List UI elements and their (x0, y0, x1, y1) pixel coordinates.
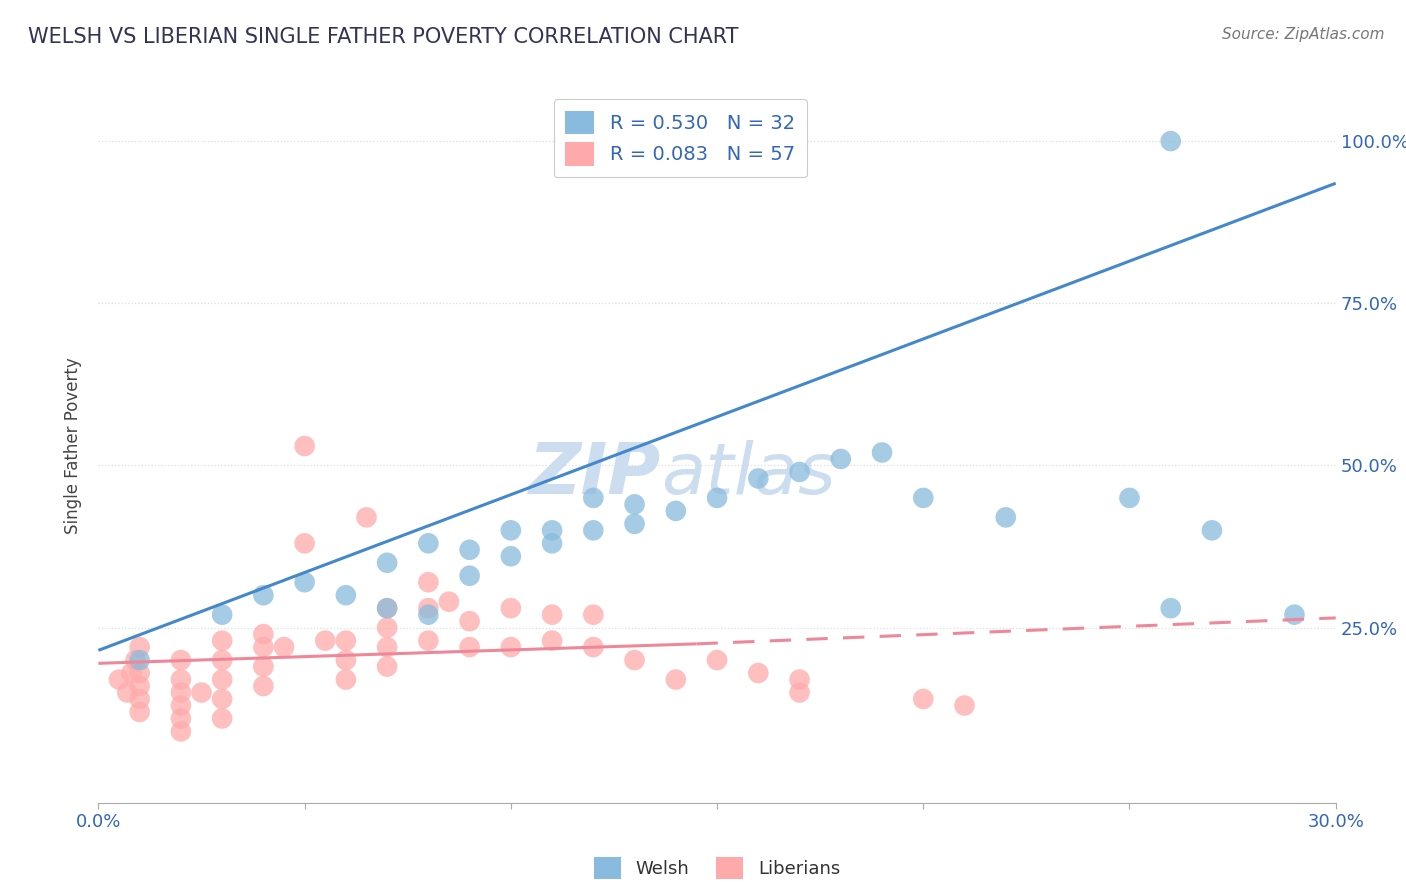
Point (994, 510, 1017, 524)
Point (375, 601, 398, 615)
Point (252, 640, 274, 654)
Point (1284, 607, 1306, 622)
Point (418, 536, 440, 550)
Point (190, 685, 212, 699)
Point (541, 633, 564, 648)
Point (252, 627, 274, 641)
Point (789, 465, 811, 479)
Point (623, 497, 645, 511)
Point (953, 698, 976, 713)
Legend: Welsh, Liberians: Welsh, Liberians (586, 850, 848, 887)
Point (665, 673, 688, 687)
Text: ZIP: ZIP (529, 440, 661, 509)
Point (252, 679, 274, 693)
Point (170, 653, 193, 667)
Point (170, 724, 193, 739)
Point (128, 640, 150, 654)
Point (458, 640, 481, 654)
Point (499, 524, 522, 538)
Point (1201, 524, 1223, 538)
Point (294, 575, 316, 590)
Point (623, 653, 645, 667)
Point (273, 640, 295, 654)
Point (789, 673, 811, 687)
Text: Source: ZipAtlas.com: Source: ZipAtlas.com (1222, 27, 1385, 42)
Point (294, 439, 316, 453)
Point (582, 491, 605, 505)
Point (252, 659, 274, 673)
Point (108, 673, 131, 687)
Point (128, 653, 150, 667)
Text: WELSH VS LIBERIAN SINGLE FATHER POVERTY CORRELATION CHART: WELSH VS LIBERIAN SINGLE FATHER POVERTY … (28, 27, 738, 46)
Point (120, 666, 142, 681)
Point (541, 536, 564, 550)
Point (789, 685, 811, 699)
Point (747, 666, 769, 681)
Point (335, 588, 357, 602)
Point (375, 556, 398, 570)
Point (458, 568, 481, 582)
Point (211, 692, 233, 706)
Point (582, 640, 605, 654)
Point (335, 673, 357, 687)
Point (170, 685, 193, 699)
Point (499, 549, 522, 564)
Point (128, 679, 150, 693)
Point (830, 452, 852, 467)
Point (117, 685, 139, 699)
Point (356, 510, 378, 524)
Point (170, 711, 193, 725)
Point (437, 595, 460, 609)
Point (418, 607, 440, 622)
Point (170, 698, 193, 713)
Point (912, 692, 935, 706)
Point (170, 673, 193, 687)
Point (418, 633, 440, 648)
Point (499, 601, 522, 615)
Point (582, 524, 605, 538)
Point (375, 640, 398, 654)
Point (128, 705, 150, 719)
Point (541, 607, 564, 622)
Point (499, 640, 522, 654)
Point (458, 614, 481, 628)
Point (335, 633, 357, 648)
Point (128, 692, 150, 706)
Point (211, 607, 233, 622)
Point (375, 659, 398, 673)
Point (418, 601, 440, 615)
Point (418, 575, 440, 590)
Point (314, 633, 336, 648)
Point (582, 607, 605, 622)
Point (375, 621, 398, 635)
Text: atlas: atlas (661, 440, 837, 509)
Point (128, 666, 150, 681)
Point (252, 588, 274, 602)
Point (375, 601, 398, 615)
Point (541, 524, 564, 538)
Point (747, 471, 769, 485)
Point (124, 653, 146, 667)
Point (211, 633, 233, 648)
Y-axis label: Single Father Poverty: Single Father Poverty (65, 358, 83, 534)
Point (912, 491, 935, 505)
Point (211, 673, 233, 687)
Point (665, 504, 688, 518)
Point (706, 491, 728, 505)
Point (1160, 134, 1182, 148)
Point (706, 653, 728, 667)
Point (458, 542, 481, 557)
Point (211, 711, 233, 725)
Point (335, 653, 357, 667)
Point (870, 445, 893, 459)
Point (1160, 601, 1182, 615)
Point (294, 536, 316, 550)
Point (1118, 491, 1140, 505)
Point (623, 516, 645, 531)
Point (211, 653, 233, 667)
